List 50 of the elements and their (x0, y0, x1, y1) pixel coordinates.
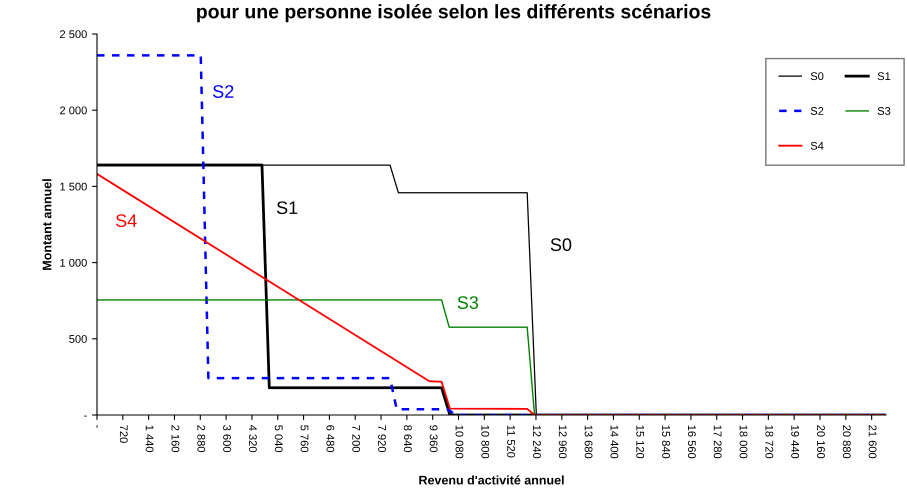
annotation: S3 (458, 296, 478, 309)
x-tick-label: 21 600 (868, 425, 877, 458)
x-tick-label: 7 920 (378, 425, 386, 452)
legend-label: S1 (878, 72, 890, 80)
x-tick-label: 12 240 (532, 426, 541, 458)
chart-title: pour une personne isolée selon les différents scénarios (197, 4, 710, 22)
x-tick-label: 7 200 (352, 425, 360, 452)
x-tick-label: 18 000 (740, 426, 748, 458)
x-tick-label: 20 880 (842, 425, 851, 458)
y-tick-label: - (84, 416, 87, 417)
x-axis-title: Revenu d'activité annuel (419, 475, 564, 485)
x-tick-label: 15 120 (636, 426, 644, 458)
x-tick-label: 1 440 (146, 426, 154, 452)
x-tick-label: 15 840 (662, 426, 670, 458)
legend-label: S0 (810, 72, 824, 80)
x-tick-label: 10 800 (481, 426, 490, 458)
x-tick-label: 5 040 (274, 425, 283, 452)
x-tick-label: - (96, 425, 98, 428)
annotation: S1 (276, 201, 298, 214)
x-tick-label: 11 520 (507, 426, 516, 458)
y-tick-label: 1 000 (60, 258, 87, 267)
x-tick-label: 6 480 (326, 425, 334, 452)
legend-label: S4 (810, 142, 824, 150)
x-tick-label: 4 320 (248, 424, 257, 452)
x-tick-label: 2 880 (197, 425, 206, 452)
annotation: S2 (213, 85, 234, 98)
x-tick-label: 18 720 (765, 426, 774, 458)
y-axis-title: Montant annuel (42, 179, 52, 270)
x-tick-label: 12 960 (558, 426, 567, 458)
x-tick-label: 16 560 (688, 426, 696, 458)
x-tick-label: 10 080 (456, 426, 464, 458)
legend-label: S3 (878, 107, 890, 115)
x-tick-label: 20 160 (817, 425, 825, 458)
x-tick-label: 13 680 (584, 426, 592, 458)
x-tick-label: 14 400 (610, 426, 618, 458)
x-tick-label: 5 760 (300, 425, 308, 452)
annotation: S0 (550, 238, 572, 252)
y-tick-label: 2 000 (60, 106, 87, 114)
x-tick-label: 17 280 (714, 426, 722, 458)
x-tick-label: 2 160 (171, 425, 180, 452)
x-tick-label: 19 440 (791, 426, 800, 458)
legend-label: S2 (810, 107, 824, 115)
y-tick-label: 2 500 (60, 30, 87, 38)
y-tick-label: 1 500 (60, 182, 87, 191)
x-tick-label: 9 360 (430, 425, 438, 452)
y-tick-label: 500 (69, 335, 87, 343)
x-tick-label: 8 640 (404, 425, 412, 452)
x-tick-label: 3 600 (223, 425, 231, 452)
annotation: S4 (116, 214, 137, 228)
x-tick-label: 720 (120, 425, 128, 443)
